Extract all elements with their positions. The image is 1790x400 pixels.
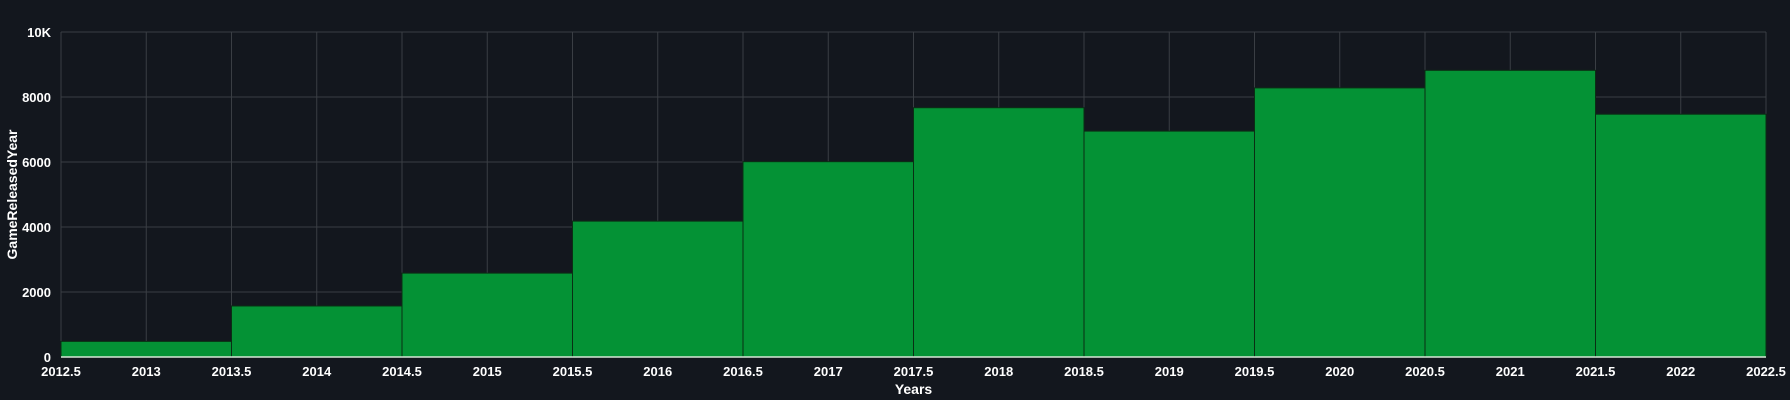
x-tick-label: 2018.5 (1064, 364, 1104, 379)
x-tick-label: 2022 (1666, 364, 1695, 379)
bar-2022[interactable] (1595, 113, 1767, 358)
x-tick-label: 2015.5 (553, 364, 593, 379)
bar-2020[interactable] (1254, 87, 1426, 358)
x-tick-label: 2013.5 (212, 364, 252, 379)
bar-2021[interactable] (1424, 69, 1596, 358)
y-tick-label: 2000 (22, 285, 51, 300)
x-tick-label: 2012.5 (41, 364, 81, 379)
x-tick-label: 2019 (1155, 364, 1184, 379)
bar-2018[interactable] (913, 107, 1085, 358)
y-axis-ticks: 0 2000 4000 6000 8000 10K (22, 25, 52, 365)
x-tick-label: 2016 (643, 364, 672, 379)
x-tick-label: 2021 (1496, 364, 1525, 379)
x-tick-label: 2018 (984, 364, 1013, 379)
bar-2016[interactable] (572, 220, 744, 358)
bar-2013[interactable] (60, 340, 232, 358)
bar-2014[interactable] (231, 305, 403, 358)
y-tick-label: 6000 (22, 155, 51, 170)
y-tick-label: 10K (27, 25, 51, 40)
x-tick-label: 2019.5 (1235, 364, 1275, 379)
x-tick-label: 2014 (302, 364, 332, 379)
bar-2017[interactable] (742, 161, 914, 358)
x-tick-label: 2020 (1325, 364, 1354, 379)
x-tick-label: 2022.5 (1746, 364, 1786, 379)
x-tick-label: 2017.5 (894, 364, 934, 379)
x-axis-ticks: 2012.5 2013 2013.5 2014 2014.5 2015 2015.5 2016… (41, 364, 1786, 379)
x-tick-label: 2015 (473, 364, 502, 379)
bar-2015[interactable] (401, 272, 573, 358)
y-tick-label: 0 (44, 350, 51, 365)
x-tick-label: 2021.5 (1576, 364, 1616, 379)
bars-layer (60, 69, 1767, 358)
x-tick-label: 2016.5 (723, 364, 763, 379)
y-tick-label: 4000 (22, 220, 51, 235)
x-tick-label: 2017 (814, 364, 843, 379)
y-axis-title: GameReleasedYear (4, 129, 20, 260)
y-tick-label: 8000 (22, 90, 51, 105)
x-tick-label: 2014.5 (382, 364, 422, 379)
x-tick-label: 2020.5 (1405, 364, 1445, 379)
bar-2019[interactable] (1083, 130, 1255, 358)
x-axis-title: Years (895, 381, 933, 397)
x-tick-label: 2013 (132, 364, 161, 379)
